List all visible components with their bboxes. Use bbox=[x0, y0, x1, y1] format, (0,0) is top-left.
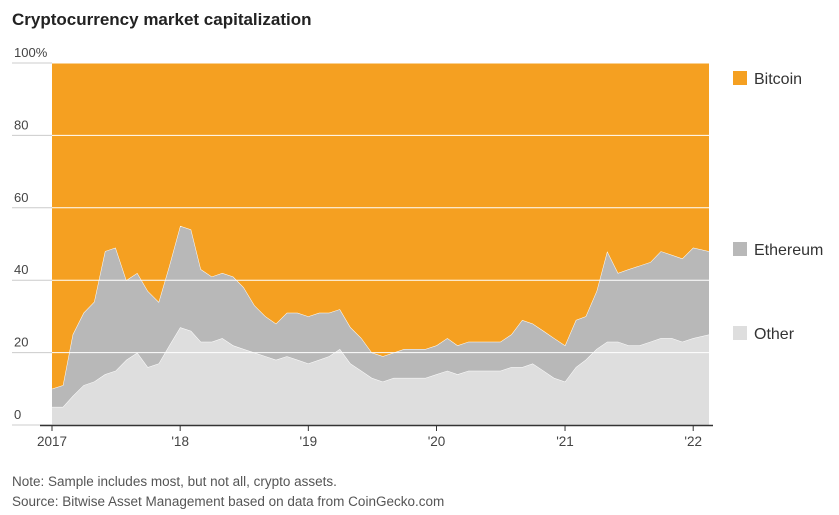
x-tick-label: '18 bbox=[171, 434, 189, 449]
area-layers bbox=[51, 63, 710, 425]
y-tick-label: 100% bbox=[14, 45, 48, 60]
y-tick-label: 80 bbox=[14, 117, 28, 132]
series-area-other bbox=[52, 327, 709, 425]
legend: Other Ethereum Bitcoin bbox=[733, 71, 823, 343]
series-area-bitcoin bbox=[52, 63, 709, 389]
y-axis: 0 20 40 60 80 100% bbox=[12, 45, 52, 426]
x-tick-label: 2017 bbox=[37, 434, 67, 449]
chart-title: Cryptocurrency market capitalization bbox=[12, 10, 312, 29]
gridlines bbox=[52, 62, 709, 354]
legend-swatch-other bbox=[733, 326, 747, 340]
legend-label-ethereum: Ethereum bbox=[754, 242, 823, 259]
legend-swatch-bitcoin bbox=[733, 71, 747, 85]
x-tick-label: '19 bbox=[300, 434, 318, 449]
note-text: Note: Sample includes most, but not all,… bbox=[12, 474, 337, 489]
y-tick-label: 40 bbox=[14, 262, 28, 277]
y-tick-label: 60 bbox=[14, 190, 28, 205]
legend-label-bitcoin: Bitcoin bbox=[754, 71, 802, 88]
x-axis: 2017 '18 '19 '20 '21 '22 bbox=[37, 424, 713, 449]
series-area-ethereum bbox=[52, 225, 709, 407]
legend-label-other: Other bbox=[754, 326, 795, 343]
source-text: Source: Bitwise Asset Management based o… bbox=[12, 494, 445, 509]
market-cap-chart: 0 20 40 60 80 100% 2017 '18 '19 '20 '21 '22 Other E… bbox=[12, 45, 823, 449]
y-tick-label: 20 bbox=[14, 335, 28, 350]
x-tick-label: '20 bbox=[428, 434, 446, 449]
x-tick-label: '22 bbox=[684, 434, 702, 449]
y-tick-label: 0 bbox=[14, 407, 21, 422]
x-tick-label: '21 bbox=[556, 434, 574, 449]
legend-swatch-ethereum bbox=[733, 242, 747, 256]
